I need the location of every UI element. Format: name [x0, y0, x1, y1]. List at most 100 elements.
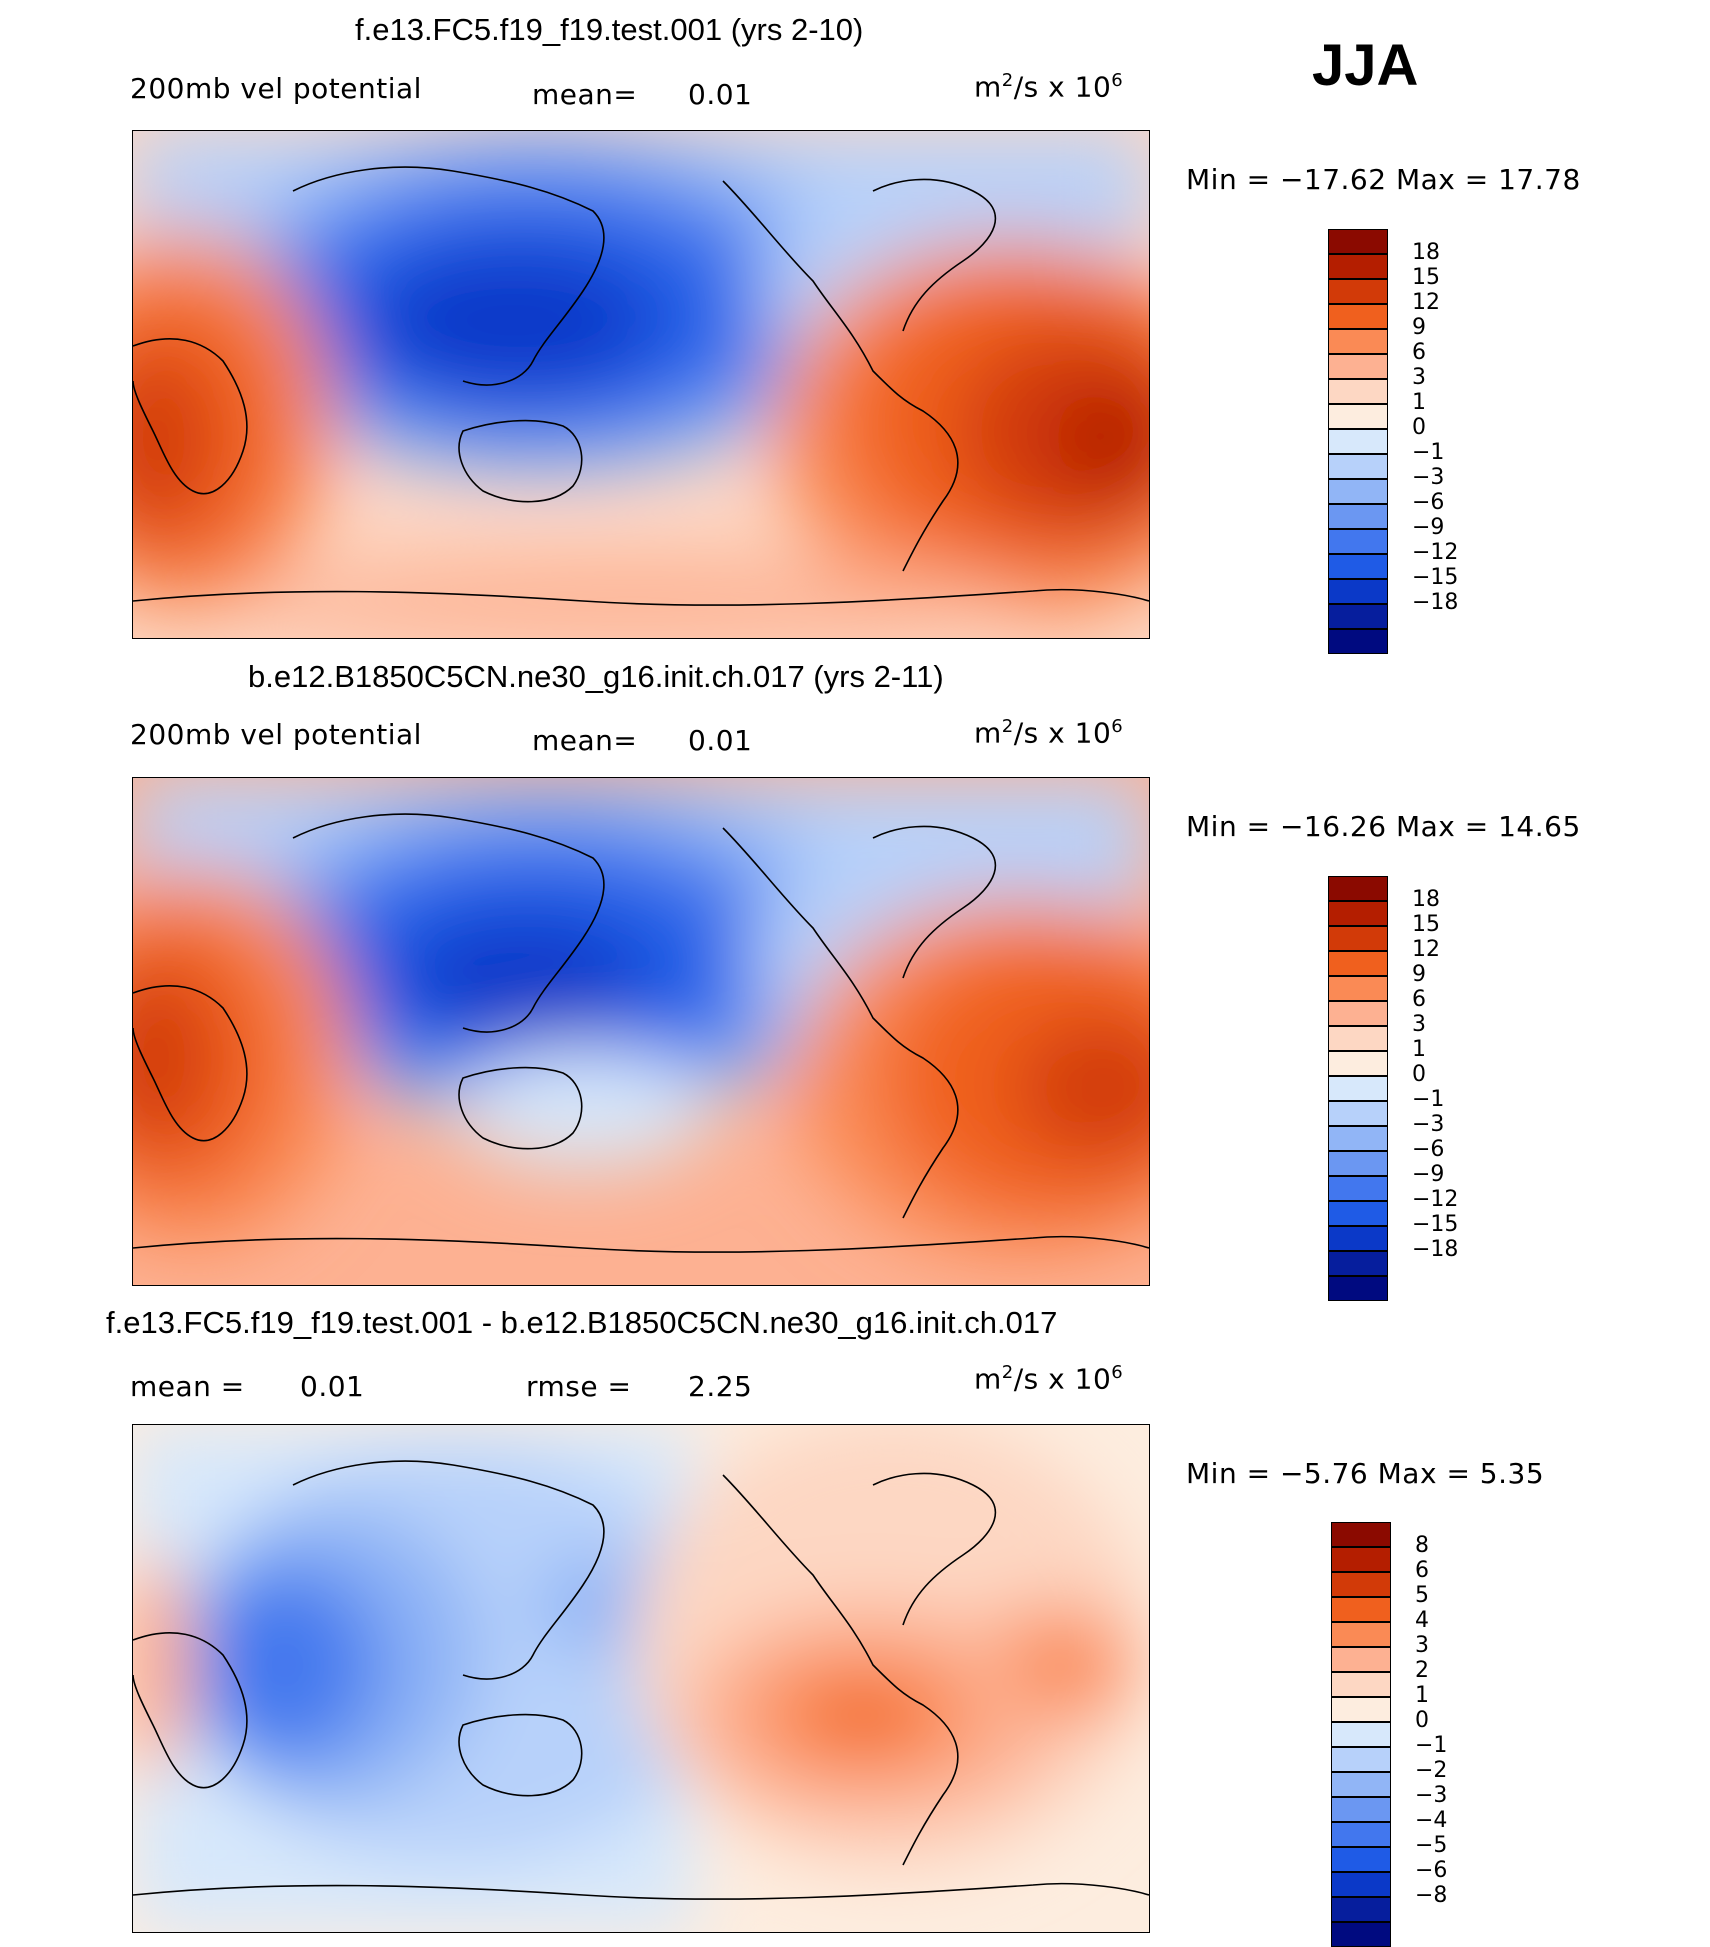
season-label: JJA — [1312, 33, 1419, 98]
panel-1-colorbar-box-11 — [1328, 479, 1388, 504]
panel-1-contour-field — [133, 131, 1149, 638]
panel-3-colorbar-box-7 — [1331, 1672, 1391, 1697]
panel-1-min-max: Min = −17.62 Max = 17.78 — [1186, 163, 1581, 196]
panel-2-colorbar-box-10 — [1328, 1101, 1388, 1126]
panel-2-colorbar-label: −12 — [1412, 1187, 1459, 1212]
panel-2-colorbar-label: 6 — [1412, 987, 1426, 1012]
panel-2-colorbar-label: −18 — [1412, 1237, 1459, 1262]
panel-3-colorbar-label: −5 — [1415, 1833, 1448, 1858]
panel-2-coastlines — [133, 813, 1149, 1253]
panel-3-colorbar-label: 6 — [1415, 1558, 1429, 1583]
panel-2-colorbar-box-13 — [1328, 1176, 1388, 1201]
panel-1-colorbar-label: 18 — [1412, 240, 1440, 265]
panel-1-colorbar-box-7 — [1328, 379, 1388, 404]
panel-1-colorbar-label: −12 — [1412, 540, 1459, 565]
panel-1-variable-label: 200mb vel potential — [130, 72, 422, 105]
panel-2-colorbar-label: 12 — [1412, 937, 1440, 962]
panel-2-colorbar-label: −9 — [1412, 1162, 1445, 1187]
panel-3-min-max: Min = −5.76 Max = 5.35 — [1186, 1457, 1545, 1490]
panel-2-units: m2/s x 106 — [974, 716, 1124, 750]
panel-3-colorbar-box-11 — [1331, 1772, 1391, 1797]
panel-3-colorbar-label: 8 — [1415, 1533, 1429, 1558]
panel-2-title: b.e12.B1850C5CN.ne30_g16.init.ch.017 (yr… — [248, 659, 944, 694]
panel-2-colorbar-label: −3 — [1412, 1112, 1445, 1137]
panel-2-colorbar-label: 18 — [1412, 887, 1440, 912]
panel-2-colorbar-box-15 — [1328, 1226, 1388, 1251]
panel-2-colorbar-label: −6 — [1412, 1137, 1445, 1162]
panel-2-colorbar-label: 15 — [1412, 912, 1440, 937]
panel-1-colorbar-label: −18 — [1412, 590, 1459, 615]
panel-1-colorbar-box-16 — [1328, 604, 1388, 629]
panel-1-colorbar-box-2 — [1328, 254, 1388, 279]
panel-3-mean-label: mean = — [130, 1370, 245, 1403]
panel-3-rmse-value: 2.25 — [688, 1370, 753, 1403]
panel-3-colorbar-box-15 — [1331, 1872, 1391, 1897]
panel-2-mean-label: mean= — [532, 724, 638, 757]
panel-2-mean-value: 0.01 — [688, 724, 753, 757]
panel-2-colorbar-box-9 — [1328, 1076, 1388, 1101]
panel-1-colorbar-box-1 — [1328, 229, 1388, 254]
panel-2-colorbar-label: 9 — [1412, 962, 1426, 987]
panel-2-map — [132, 777, 1150, 1286]
panel-1-colorbar-label: 15 — [1412, 265, 1440, 290]
panel-3-colorbar-label: 2 — [1415, 1658, 1429, 1683]
panel-3-colorbar-box-12 — [1331, 1797, 1391, 1822]
panel-1-colorbar-label: −6 — [1412, 490, 1445, 515]
panel-3-colorbar-box-13 — [1331, 1822, 1391, 1847]
panel-3-colorbar-label: 3 — [1415, 1633, 1429, 1658]
panel-2-colorbar-label: 3 — [1412, 1012, 1426, 1037]
panel-1-colorbar-label: 0 — [1412, 415, 1426, 440]
panel-3-rmse-label: rmse = — [526, 1370, 632, 1403]
panel-2-colorbar-box-7 — [1328, 1026, 1388, 1051]
panel-2-colorbar-box-6 — [1328, 1001, 1388, 1026]
panel-3-colorbar-box-1 — [1331, 1522, 1391, 1547]
panel-1-map — [132, 130, 1150, 639]
panel-3-colorbar-box-5 — [1331, 1622, 1391, 1647]
panel-1-mean-value: 0.01 — [688, 78, 753, 111]
panel-3-colorbar-label: −1 — [1415, 1733, 1448, 1758]
panel-2-contour-field — [133, 778, 1149, 1285]
panel-2-colorbar-box-2 — [1328, 901, 1388, 926]
panel-3-colorbar-box-9 — [1331, 1722, 1391, 1747]
panel-1-colorbar-label: 9 — [1412, 315, 1426, 340]
panel-1-colorbar-box-14 — [1328, 554, 1388, 579]
panel-3-colorbar-box-8 — [1331, 1697, 1391, 1722]
panel-3-title: f.e13.FC5.f19_f19.test.001 - b.e12.B1850… — [106, 1305, 1058, 1340]
panel-1-mean-label: mean= — [532, 78, 638, 111]
panel-1-colorbar-label: 6 — [1412, 340, 1426, 365]
panel-2-colorbar-box-12 — [1328, 1151, 1388, 1176]
panel-1-units: m2/s x 106 — [974, 70, 1124, 104]
panel-1-colorbar-box-15 — [1328, 579, 1388, 604]
panel-3-colorbar-label: −3 — [1415, 1783, 1448, 1808]
panel-2-colorbar-box-5 — [1328, 976, 1388, 1001]
panel-3-colorbar-label: 0 — [1415, 1708, 1429, 1733]
panel-3-colorbar-label: −4 — [1415, 1808, 1448, 1833]
panel-3-colorbar-box-10 — [1331, 1747, 1391, 1772]
panel-1-colorbar-box-5 — [1328, 329, 1388, 354]
panel-3-coastlines — [133, 1460, 1149, 1900]
panel-3-colorbar-label: 4 — [1415, 1608, 1429, 1633]
panel-2-colorbar-box-14 — [1328, 1201, 1388, 1226]
panel-2-colorbar-box-16 — [1328, 1251, 1388, 1276]
panel-1-colorbar-label: −15 — [1412, 565, 1459, 590]
panel-3-units: m2/s x 106 — [974, 1362, 1124, 1396]
panel-2-colorbar-box-8 — [1328, 1051, 1388, 1076]
panel-2-colorbar-box-4 — [1328, 951, 1388, 976]
panel-1-colorbar-box-3 — [1328, 279, 1388, 304]
panel-1-colorbar-box-13 — [1328, 529, 1388, 554]
panel-3-colorbar-box-6 — [1331, 1647, 1391, 1672]
panel-1-colorbar-label: −1 — [1412, 440, 1445, 465]
panel-3-contour-field — [133, 1425, 1149, 1932]
panel-3-colorbar-label: −8 — [1415, 1883, 1448, 1908]
panel-2-colorbar-label: −15 — [1412, 1212, 1459, 1237]
panel-1-colorbar-box-4 — [1328, 304, 1388, 329]
panel-2-colorbar-label: 0 — [1412, 1062, 1426, 1087]
panel-3-colorbar-box-2 — [1331, 1547, 1391, 1572]
panel-2-colorbar-label: −1 — [1412, 1087, 1445, 1112]
panel-3-colorbar-label: 5 — [1415, 1583, 1429, 1608]
panel-2-colorbar-box-3 — [1328, 926, 1388, 951]
panel-2-variable-label: 200mb vel potential — [130, 718, 422, 751]
panel-2-colorbar-box-17 — [1328, 1276, 1388, 1301]
panel-1-colorbar-box-17 — [1328, 629, 1388, 654]
panel-2-colorbar-label: 1 — [1412, 1037, 1426, 1062]
